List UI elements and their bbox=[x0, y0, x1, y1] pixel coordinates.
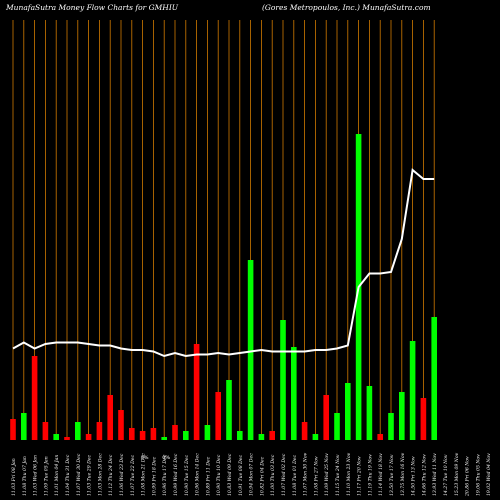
x-tick-label: 11.07 Mon 30 Nov bbox=[303, 452, 309, 496]
bar bbox=[21, 413, 27, 440]
chart-title-right: (Gores Metropoulos, Inc.) MunafaSutra.co… bbox=[262, 3, 431, 12]
bar bbox=[301, 422, 308, 440]
bar bbox=[280, 320, 286, 440]
x-tick-label: 11.19 Thu 19 Nov bbox=[367, 454, 373, 496]
bar bbox=[388, 413, 394, 440]
x-tick-label: 19.06 Thu 05 Nov bbox=[475, 454, 481, 496]
x-tick-label: 11.07 Wed 02 Dec bbox=[281, 453, 287, 496]
bar bbox=[183, 431, 189, 440]
x-tick-label: 10.90 Thu 10 Dec bbox=[216, 454, 222, 496]
bar bbox=[312, 434, 319, 440]
x-tick-label: 11.01 Mon 04 Jan bbox=[54, 455, 60, 496]
bar bbox=[53, 434, 59, 440]
x-tick-label: 11.07 Tue 22 Dec bbox=[130, 454, 136, 496]
bar bbox=[118, 410, 124, 440]
bar bbox=[420, 398, 427, 440]
x-tick-label: 11.12 Thu 24 Dec bbox=[108, 454, 114, 496]
bar bbox=[139, 431, 146, 440]
bar bbox=[193, 344, 200, 440]
x-tick-label: 11.08 Tue 01 Dec bbox=[292, 454, 298, 496]
bar bbox=[323, 395, 329, 440]
bar bbox=[64, 437, 70, 440]
neutral-markers: 0% 0% bbox=[141, 455, 171, 461]
bar-series bbox=[10, 134, 437, 440]
x-tick-label: 10.83 Wed 09 Dec bbox=[227, 453, 233, 496]
x-tick-label: 11.07 Wed 30 Dec bbox=[76, 453, 82, 496]
x-tick-label: 10.96 Thu 17 Dec bbox=[162, 454, 168, 496]
x-tick-label: 11.14 Wed 18 Nov bbox=[378, 453, 384, 496]
bar bbox=[172, 425, 178, 440]
x-tick-label: 11.06 Wed 23 Dec bbox=[119, 453, 125, 496]
x-tick-label: 13.93 Wed 11 Nov bbox=[432, 453, 438, 496]
x-tick-label: 10.90 Tue 15 Dec bbox=[184, 454, 190, 496]
bar bbox=[377, 434, 383, 440]
bar bbox=[345, 383, 351, 440]
x-tick-label: 11.03 Mon 28 Dec bbox=[97, 453, 103, 496]
bar bbox=[226, 380, 232, 440]
x-tick-label: 11.04 Thu 31 Dec bbox=[65, 454, 71, 496]
bar bbox=[96, 422, 103, 440]
x-tick-label: 11.08 Mon 21 Dec bbox=[141, 453, 147, 496]
bar bbox=[237, 431, 243, 440]
x-tick-label: 11.08 Fri 27 Nov bbox=[313, 456, 319, 496]
bar bbox=[409, 341, 416, 440]
bar bbox=[75, 422, 81, 440]
x-tick-label: 10.82 Fri 04 Dec bbox=[259, 456, 265, 496]
x-tick-label: 14.50 Fri 13 Nov bbox=[411, 456, 417, 496]
x-tick-label: 13.50 Tue 17 Nov bbox=[389, 454, 395, 496]
bar bbox=[85, 434, 92, 440]
x-tick-label: 10.96 Mon 14 Dec bbox=[195, 453, 201, 496]
x-tick-label: 11.09 Tue 05 Jan bbox=[43, 456, 49, 496]
x-tick-label: 14.66 Thu 12 Nov bbox=[421, 454, 427, 496]
bar bbox=[291, 347, 297, 440]
bar bbox=[204, 425, 211, 440]
x-tick-label: 19.02 Wed 04 Nov bbox=[486, 453, 492, 496]
x-tick-label: 13.75 Mon 16 Nov bbox=[400, 452, 406, 496]
x-tick-label: 10.99 Wed 16 Dec bbox=[173, 453, 179, 496]
bar bbox=[399, 392, 405, 440]
bar bbox=[129, 428, 135, 440]
x-axis-labels: 11.03 Fri 08 Jan 11.08 Thu 07 Jan 11.03 We… bbox=[11, 452, 492, 497]
x-tick-label: 11.09 Wed 25 Nov bbox=[324, 453, 330, 496]
gridlines bbox=[12, 20, 435, 440]
bar bbox=[161, 437, 167, 440]
bar bbox=[247, 260, 254, 440]
bar bbox=[215, 392, 221, 440]
x-tick-label: 11.03 Fri 08 Jan bbox=[11, 458, 17, 496]
bar bbox=[107, 395, 113, 440]
x-tick-label: 15.23 Mon 09 Nov bbox=[454, 452, 460, 496]
x-tick-label: 11.17 Fri 20 Nov bbox=[357, 456, 363, 496]
x-tick-label: 14.27 Tue 10 Nov bbox=[443, 454, 449, 496]
bar bbox=[334, 413, 340, 440]
bar bbox=[42, 422, 49, 440]
x-tick-label: 11.10 Mon 23 Nov bbox=[346, 452, 352, 496]
x-tick-label: 11.00 Thu 03 Dec bbox=[270, 454, 276, 496]
neutral-marker: 0% bbox=[141, 455, 149, 461]
x-tick-label: 10.99 Fri 18 Dec bbox=[151, 456, 157, 496]
bar bbox=[10, 419, 16, 440]
x-tick-label: 20.86 Fri 06 Nov bbox=[465, 456, 471, 497]
x-tick-label: 10.91 Tue 08 Dec bbox=[238, 454, 244, 496]
bar bbox=[258, 434, 265, 440]
x-tick-label: 10.94 Mon 07 Dec bbox=[249, 453, 255, 496]
x-tick-label: 11.03 Wed 06 Jan bbox=[33, 455, 39, 496]
bar bbox=[366, 386, 373, 440]
bar bbox=[269, 431, 275, 440]
x-tick-label: 11.15 Tue 24 Nov bbox=[335, 454, 341, 496]
neutral-marker: 0% bbox=[162, 455, 170, 461]
bar bbox=[150, 428, 157, 440]
bar bbox=[31, 356, 38, 440]
x-tick-label: 11.03 Tue 29 Dec bbox=[87, 454, 93, 496]
x-tick-label: 10.89 Fri 11 Dec bbox=[205, 456, 211, 496]
x-tick-label: 11.08 Thu 07 Jan bbox=[22, 456, 28, 496]
chart-title-left: MunafaSutra Money Flow Charts for GMHIU bbox=[6, 3, 179, 12]
bar bbox=[431, 317, 437, 440]
price-line bbox=[12, 168, 435, 358]
